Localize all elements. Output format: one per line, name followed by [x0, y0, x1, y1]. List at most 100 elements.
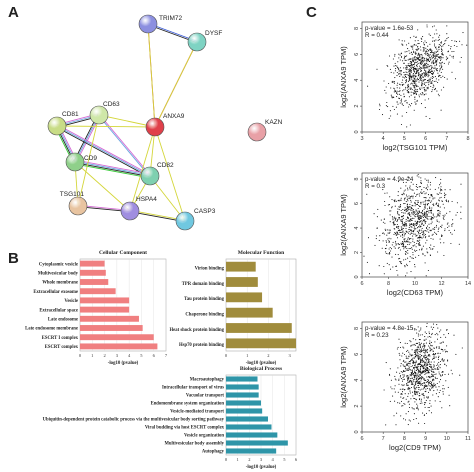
scatter-point: [433, 379, 435, 381]
scatter-point: [398, 352, 400, 354]
go-bar: [80, 260, 105, 267]
scatter-point: [416, 240, 418, 242]
scatter-point: [407, 213, 409, 215]
scatter-point: [433, 356, 435, 358]
scatter-point: [409, 214, 411, 216]
scatter-point: [384, 204, 386, 207]
scatter-point: [429, 54, 431, 56]
scatter-point: [398, 90, 400, 93]
scatter-point: [435, 56, 437, 58]
scatter-point: [405, 99, 407, 101]
scatter-point: [427, 71, 429, 73]
scatter-point: [422, 50, 424, 52]
scatter-point: [428, 333, 430, 335]
scatter-point: [435, 393, 437, 395]
scatter-point: [428, 385, 430, 387]
scatter-point: [438, 200, 440, 202]
scatter-point: [424, 354, 426, 356]
scatter-point: [429, 247, 431, 249]
scatter-point: [441, 234, 443, 236]
scatter-point: [415, 59, 417, 61]
scatter-point: [450, 369, 452, 371]
scatter-point: [398, 68, 400, 71]
scatter-point: [411, 64, 413, 66]
scatter-point: [417, 46, 419, 48]
scatter-point: [396, 92, 398, 95]
scatter-point: [420, 373, 422, 375]
scatter-point: [439, 197, 441, 199]
scatter-point: [420, 182, 422, 184]
scatter-point: [432, 214, 434, 216]
x-tick-label: 1: [91, 353, 93, 358]
scatter-point: [440, 42, 442, 44]
scatter-point: [389, 368, 391, 370]
scatter-point: [408, 42, 410, 44]
scatter-point: [427, 354, 429, 356]
scatter-point: [408, 381, 410, 383]
scatter-point: [410, 195, 413, 197]
scatter-point: [422, 236, 424, 238]
scatter-point: [401, 43, 403, 45]
scatter-point: [453, 44, 455, 47]
scatter-point: [384, 228, 386, 230]
scatter-point: [441, 200, 443, 202]
scatter-point: [421, 87, 423, 89]
scatter-point: [413, 210, 415, 212]
scatter-point: [395, 106, 397, 108]
scatter-point: [437, 357, 440, 359]
scatter-point: [437, 334, 439, 336]
scatter-point: [422, 371, 424, 373]
scatter-point: [405, 275, 407, 277]
scatter-point: [415, 381, 417, 383]
y-axis-label: log2(ANXA9 TPM): [339, 346, 348, 408]
scatter-point: [443, 44, 445, 46]
scatter-point: [404, 266, 406, 268]
scatter-point: [444, 351, 447, 353]
scatter-point: [417, 186, 419, 189]
scatter-point: [419, 345, 421, 347]
scatter-point: [416, 342, 418, 344]
scatter-point: [407, 358, 409, 360]
scatter-point: [423, 48, 425, 50]
scatter-point: [408, 80, 410, 82]
scatter-point: [400, 101, 402, 103]
scatter-point: [424, 201, 426, 203]
scatter-point: [396, 269, 398, 272]
scatter-point: [408, 400, 410, 402]
scatter-point: [432, 198, 434, 200]
scatter-point: [412, 354, 414, 356]
scatter-point: [437, 251, 439, 253]
go-category-label: Virion binding: [195, 266, 225, 271]
scatter-point: [413, 226, 415, 228]
scatter-point: [410, 74, 412, 76]
network-edge: [98, 114, 156, 128]
scatter-point: [424, 367, 426, 369]
scatter-point: [425, 368, 427, 370]
scatter-point: [420, 384, 422, 386]
scatter-point: [447, 333, 450, 335]
scatter-point: [411, 355, 413, 357]
scatter-point: [393, 388, 395, 390]
y-axis-label: log2(ANXA9 TPM): [339, 194, 348, 256]
scatter-point: [424, 203, 426, 206]
go-bar: [226, 277, 258, 287]
scatter-point: [442, 391, 444, 393]
y-tick-label: 4: [354, 227, 360, 230]
scatter-point: [433, 354, 435, 356]
scatter-point: [436, 219, 438, 221]
scatter-point: [430, 201, 432, 203]
scatter-point: [427, 88, 429, 90]
scatter-point: [393, 91, 395, 93]
scatter-point: [411, 377, 414, 379]
scatter-point: [426, 225, 429, 227]
x-tick-label: 3: [289, 353, 292, 358]
scatter-point: [410, 83, 412, 85]
x-tick-label: 8: [403, 436, 406, 442]
scatter-point: [402, 230, 404, 232]
scatter-point: [425, 212, 427, 214]
scatter-point: [415, 375, 417, 377]
scatter-point: [418, 54, 420, 56]
scatter-point: [410, 271, 412, 273]
scatter-point: [441, 349, 443, 351]
scatter-point: [441, 371, 443, 373]
